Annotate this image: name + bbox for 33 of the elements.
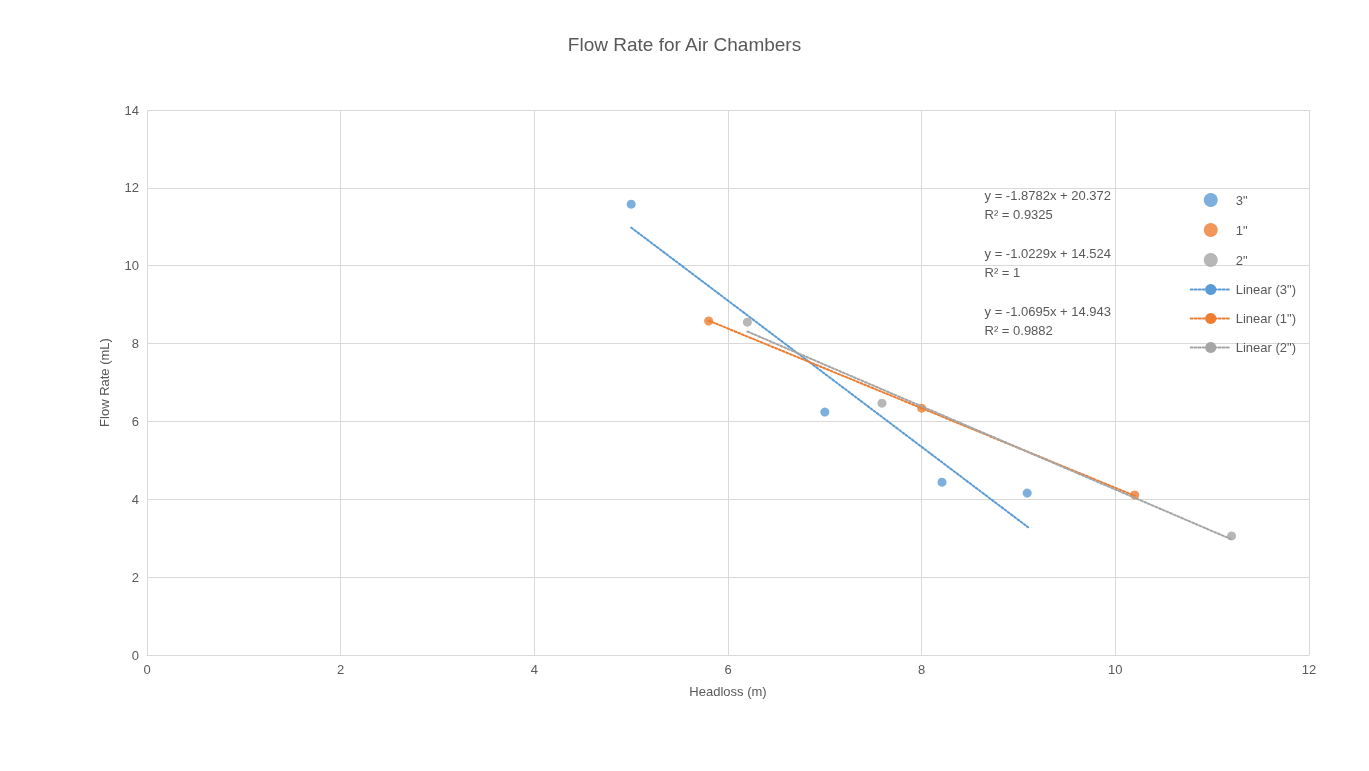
legend-label: 3"	[1235, 192, 1248, 208]
annotation: y = -1.0229x + 14.524 R² = 1	[984, 246, 1111, 280]
annotation: y = -1.0695x + 14.943 R² = 0.9882	[984, 304, 1111, 338]
y-tick-label: 12	[124, 180, 139, 196]
x-tick-label: 8	[918, 662, 926, 677]
y-tick-label: 8	[131, 336, 139, 352]
y-tick-label: 4	[131, 491, 139, 507]
annotation: y = -1.8782x + 20.372 R² = 0.9325	[984, 188, 1111, 222]
legend-label: Linear (3")	[1235, 282, 1297, 297]
x-tick-label: 12	[1301, 662, 1317, 677]
point	[742, 317, 752, 327]
point	[626, 199, 636, 209]
point	[877, 398, 887, 408]
x-tick-label: 2	[337, 662, 345, 677]
legend-label: Linear (1")	[1235, 311, 1297, 326]
y-tick-label: 2	[131, 569, 139, 585]
x-tick-label: 6	[724, 662, 732, 677]
y-tick-label: 14	[124, 102, 139, 118]
chart-title: Flow Rate for Air Chambers	[567, 34, 802, 55]
y-tick-label: 10	[124, 258, 139, 274]
legend-label: 1"	[1235, 222, 1248, 238]
point	[1022, 488, 1032, 498]
x-tick-label: 10	[1108, 662, 1123, 677]
point	[937, 477, 947, 487]
legend-label: 2"	[1235, 252, 1248, 268]
y-axis-title: Flow Rate (mL)	[97, 338, 112, 427]
x-tick-label: 4	[530, 662, 538, 677]
y-tick-label: 6	[131, 413, 139, 429]
x-tick-label: 0	[143, 662, 151, 677]
point	[820, 407, 830, 417]
y-tick-label: 0	[131, 647, 139, 663]
x-axis-title: Headloss (m)	[689, 684, 767, 699]
legend-label: Linear (2")	[1235, 340, 1297, 355]
